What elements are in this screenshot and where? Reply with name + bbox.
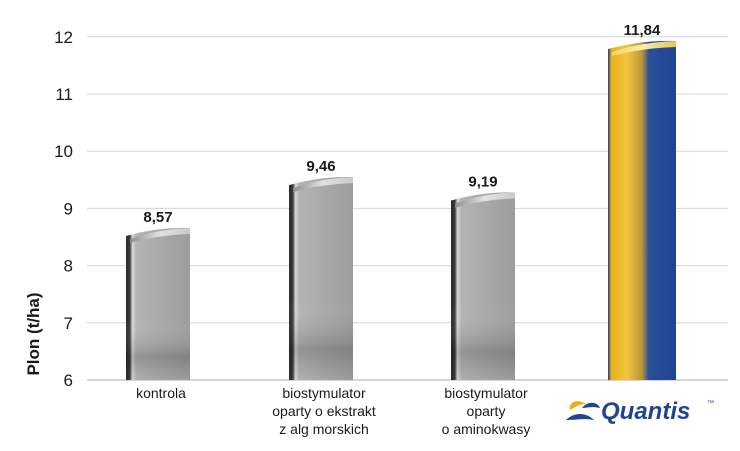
y-tick-label: 12	[54, 28, 73, 47]
leaf-icon	[566, 401, 600, 420]
bar-quantis	[608, 40, 676, 381]
data-label: 9,19	[468, 174, 497, 191]
y-tick-label: 10	[54, 142, 73, 161]
bar-cap	[612, 40, 676, 56]
y-tick-label: 6	[64, 371, 73, 390]
category-label: oparty o ekstrakt	[272, 403, 376, 419]
y-tick-label: 11	[55, 85, 73, 104]
bar-body	[608, 40, 676, 381]
data-label: 9,46	[306, 158, 335, 175]
category-label: z alg morskich	[279, 421, 368, 437]
bar	[289, 176, 353, 380]
y-axis-ticks: 6 7 8 9 10 11 12	[54, 28, 73, 390]
logo-text: Quantis	[601, 398, 690, 425]
bar	[451, 192, 515, 380]
bar-shade	[451, 192, 515, 380]
bar-cap	[455, 192, 515, 208]
data-label: 11,84	[624, 22, 661, 39]
category-label: biostymulator	[444, 385, 528, 401]
category-label: kontrola	[136, 385, 186, 401]
quantis-logo: Quantis ™	[566, 398, 714, 425]
bar-shade	[126, 227, 190, 380]
y-axis-label: Plon (t/ha)	[24, 292, 43, 375]
trademark-mark: ™	[707, 400, 714, 407]
category-label: biostymulator	[282, 385, 366, 401]
data-label: 8,57	[143, 209, 172, 226]
y-tick-label: 7	[64, 314, 73, 333]
y-tick-label: 8	[64, 257, 73, 276]
bar-shade	[289, 176, 353, 380]
bar	[126, 227, 190, 380]
y-tick-label: 9	[64, 199, 73, 218]
bar-cap	[130, 227, 190, 243]
bars	[126, 40, 676, 381]
category-label: o aminokwasy	[442, 421, 531, 437]
value-labels: 8,57 9,46 9,19 11,84	[143, 22, 661, 226]
category-label: oparty	[467, 403, 506, 419]
bar-cap	[293, 177, 353, 193]
category-labels: kontrola biostymulator oparty o ekstrakt z …	[136, 385, 530, 437]
gridlines	[87, 36, 728, 381]
